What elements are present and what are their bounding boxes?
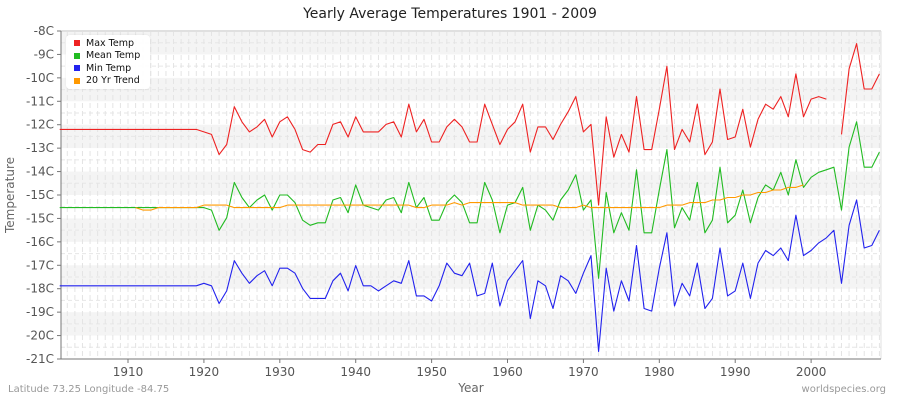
- y-tick-label: -13C: [26, 141, 54, 155]
- legend-item-max: Max Temp: [74, 37, 150, 50]
- min-swatch-icon: [74, 65, 80, 72]
- location-label: Latitude 73.25 Longitude -84.75: [8, 384, 170, 395]
- source-label: worldspecies.org: [801, 384, 886, 395]
- series-line-max-temp: [59, 43, 880, 206]
- x-tick-label: 1910: [113, 365, 144, 379]
- y-tick-label: -10C: [26, 71, 54, 85]
- x-tick-label: 1940: [340, 365, 371, 379]
- y-tick-label: -17C: [26, 258, 54, 272]
- max-swatch-icon: [74, 40, 80, 47]
- y-tick-label: -14C: [26, 165, 54, 179]
- y-tick-label: -15C: [26, 211, 54, 225]
- y-tick-label: -21C: [26, 352, 54, 366]
- y-tick-label: -18C: [26, 282, 54, 296]
- y-tick-label: -15C: [26, 188, 54, 202]
- x-tick-label: 1970: [568, 365, 599, 379]
- y-tick-label: -12C: [26, 118, 54, 132]
- x-tick-label: 2000: [796, 365, 827, 379]
- legend-item-trend: 20 Yr Trend: [74, 75, 150, 88]
- y-tick-label: -9C: [34, 47, 54, 61]
- x-axis-label: Year: [457, 381, 483, 395]
- x-tick-label: 1980: [644, 365, 675, 379]
- x-tick-label: 1920: [189, 365, 220, 379]
- y-tick-label: -16C: [26, 235, 54, 249]
- series-line-min-temp: [59, 199, 880, 352]
- y-tick-label: -11C: [26, 94, 54, 108]
- x-tick-label: 1960: [492, 365, 523, 379]
- legend-item-mean: Mean Temp: [74, 50, 150, 63]
- series-line-20-yr-trend: [135, 184, 804, 211]
- y-tick-label: -20C: [26, 329, 54, 343]
- y-axis-label: Temperature: [3, 157, 17, 234]
- legend: Max Temp Mean Temp Min Temp 20 Yr Trend: [66, 35, 150, 89]
- chart-title: Yearly Average Temperatures 1901 - 2009: [303, 6, 597, 22]
- x-tick-label: 1930: [265, 365, 296, 379]
- mean-swatch-icon: [74, 52, 80, 59]
- x-tick-label: 1950: [416, 365, 447, 379]
- trend-swatch-icon: [74, 77, 80, 84]
- y-tick-label: -19C: [26, 305, 54, 319]
- y-tick-label: -8C: [34, 24, 54, 38]
- x-tick-label: 1990: [720, 365, 751, 379]
- legend-item-min: Min Temp: [74, 62, 150, 75]
